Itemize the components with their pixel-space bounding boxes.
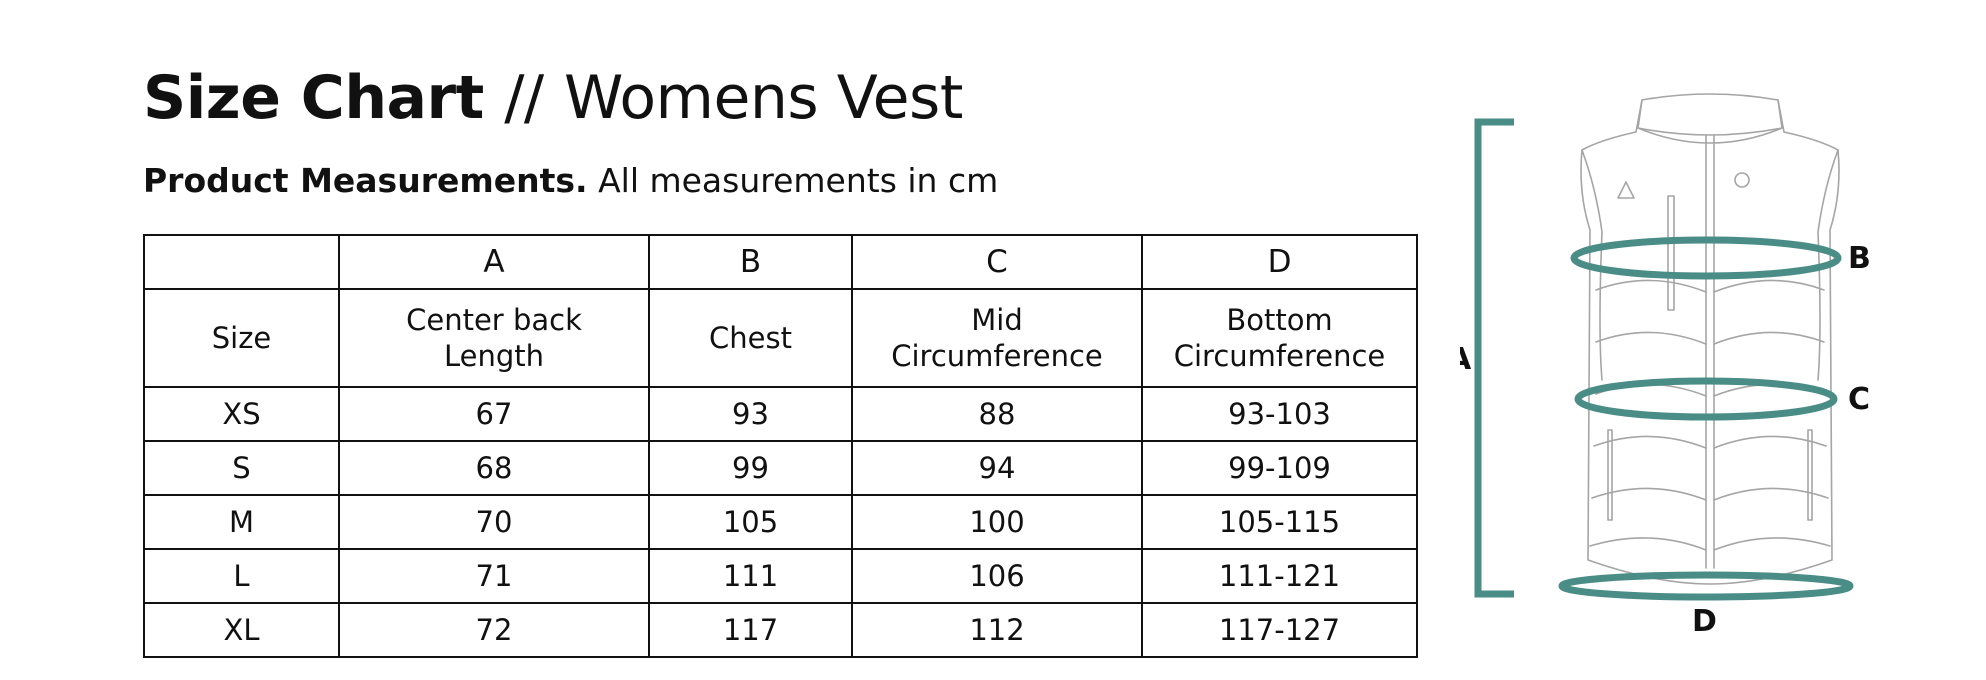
center-back-length-header: Center back Length — [338, 288, 650, 388]
header-line: Circumference — [891, 339, 1103, 373]
size-cell: L — [143, 548, 340, 604]
size-cell: XL — [143, 602, 340, 658]
length-cell: 70 — [338, 494, 650, 550]
table-row-m: M 70 105 100 105-115 — [143, 494, 1418, 550]
mid-circumference-cell: 106 — [851, 548, 1143, 604]
vest-outline-icon — [1580, 93, 1840, 585]
bottom-circumference-cell: 105-115 — [1141, 494, 1418, 550]
size-cell: S — [143, 440, 340, 496]
chest-cell: 93 — [648, 386, 853, 442]
column-letter-d: D — [1141, 234, 1418, 290]
size-cell: XS — [143, 386, 340, 442]
measurement-guides — [1474, 118, 1854, 601]
bottom-circumference-cell: 99-109 — [1141, 440, 1418, 496]
subtitle: Product Measurements. All measurements i… — [143, 158, 998, 204]
label-a: A — [1460, 342, 1472, 377]
chest-cell: 111 — [648, 548, 853, 604]
chest-cell: 105 — [648, 494, 853, 550]
header-line: Center back — [406, 303, 582, 337]
table-row-s: S 68 99 94 99-109 — [143, 440, 1418, 496]
bottom-measure-ring — [1558, 571, 1854, 601]
label-b: B — [1848, 241, 1871, 276]
column-letter-b: B — [648, 234, 853, 290]
subtitle-note: All measurements in cm — [598, 161, 999, 200]
page-title: Size Chart // Womens Vest — [143, 58, 963, 138]
table-row-xs: XS 67 93 88 93-103 — [143, 386, 1418, 442]
header-line: Circumference — [1173, 339, 1386, 373]
chest-header: Chest — [648, 288, 853, 388]
mid-circumference-cell: 112 — [851, 602, 1143, 658]
subtitle-bold: Product Measurements. — [143, 161, 588, 200]
size-column-header: Size — [143, 288, 340, 388]
table-row-l: L 71 111 106 111-121 — [143, 548, 1418, 604]
length-cell: 68 — [338, 440, 650, 496]
chest-cell: 117 — [648, 602, 853, 658]
mid-circumference-cell: 94 — [851, 440, 1143, 496]
measurement-letter-row: A B C D — [143, 234, 1418, 290]
mid-measure-ring — [1574, 377, 1838, 421]
chest-cell: 99 — [648, 440, 853, 496]
header-line: Length — [443, 339, 545, 373]
bottom-circumference-cell: 111-121 — [1141, 548, 1418, 604]
title-separator: // — [504, 63, 544, 133]
header-line: Bottom — [1226, 303, 1333, 337]
empty-header-cell — [143, 234, 340, 290]
column-letter-c: C — [851, 234, 1143, 290]
label-d: D — [1692, 604, 1717, 639]
table-row-xl: XL 72 117 112 117-127 — [143, 602, 1418, 658]
mid-circumference-cell: 100 — [851, 494, 1143, 550]
bottom-circumference-cell: 93-103 — [1141, 386, 1418, 442]
chest-measure-ring — [1570, 236, 1842, 280]
length-cell: 71 — [338, 548, 650, 604]
bottom-circumference-cell: 117-127 — [1141, 602, 1418, 658]
title-bold: Size Chart — [143, 63, 484, 133]
title-product: Womens Vest — [564, 63, 963, 133]
vest-measurement-diagram: A B C D — [1460, 93, 1871, 639]
bottom-circumference-header: Bottom Circumference — [1141, 288, 1418, 388]
length-cell: 67 — [338, 386, 650, 442]
mid-circumference-header: Mid Circumference — [851, 288, 1143, 388]
length-bracket — [1474, 118, 1514, 598]
column-letter-a: A — [338, 234, 650, 290]
size-cell: M — [143, 494, 340, 550]
mid-circumference-cell: 88 — [851, 386, 1143, 442]
length-cell: 72 — [338, 602, 650, 658]
measurement-description-row: Size Center back Length Chest Mid Circumfe… — [143, 288, 1418, 388]
label-c: C — [1848, 382, 1870, 417]
size-table: A B C D Size Center back Length Chest Mid… — [143, 234, 1418, 658]
header-line: Mid — [971, 303, 1023, 337]
